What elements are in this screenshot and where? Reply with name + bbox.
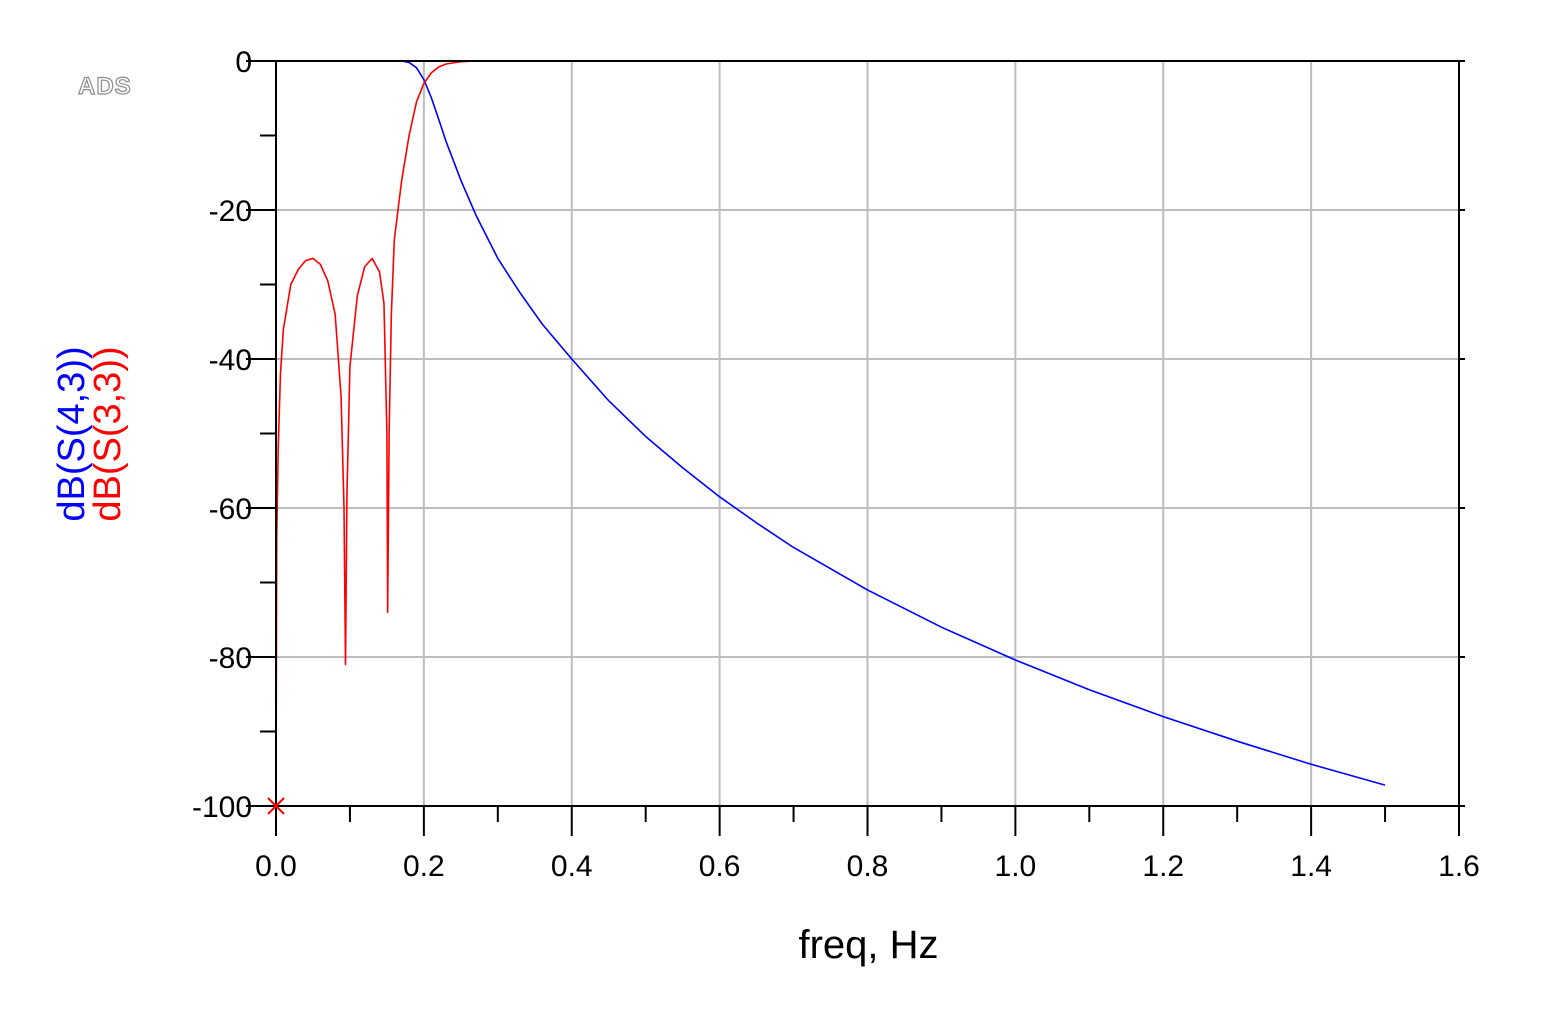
- ticks: 0.0 0.2 0.4 0.6 0.8 1.0 1.2 1.4 1.6 0 -20 -40 -60 -80…: [192, 46, 1480, 883]
- y-label-series-1: dB(S(4,3)): [51, 346, 93, 521]
- x-tick-label: 1.2: [1142, 850, 1184, 883]
- y-label-series-2: dB(S(3,3)): [87, 346, 129, 521]
- x-tick-label: 1.4: [1290, 850, 1332, 883]
- x-tick-label: 0.6: [699, 850, 741, 883]
- series-line-1: [276, 60, 1386, 786]
- y-tick-label: -80: [209, 642, 252, 675]
- y-tick-label: -20: [209, 195, 252, 228]
- y-axis-label: dB(S(4,3))dB(S(3,3)): [51, 346, 129, 521]
- y-tick-label: -60: [209, 493, 252, 526]
- ads-logo: ADS: [78, 73, 132, 100]
- x-tick-label: 0.0: [255, 850, 297, 883]
- x-tick-label: 0.2: [403, 850, 445, 883]
- y-tick-label: -40: [209, 344, 252, 377]
- x-axis-label: freq, Hz: [798, 923, 938, 967]
- y-tick-label: -100: [192, 791, 252, 824]
- x-tick-label: 0.4: [551, 850, 593, 883]
- x-tick-label: 0.8: [847, 850, 889, 883]
- x-tick-label: 1.0: [995, 850, 1037, 883]
- x-tick-label: 1.6: [1438, 850, 1480, 883]
- series-group: [275, 60, 1386, 807]
- start-marker-stroke: [267, 797, 285, 815]
- start-marker: [267, 797, 285, 815]
- grid: [276, 61, 1459, 806]
- series-line-2: [275, 60, 1386, 807]
- y-tick-label: 0: [235, 46, 252, 79]
